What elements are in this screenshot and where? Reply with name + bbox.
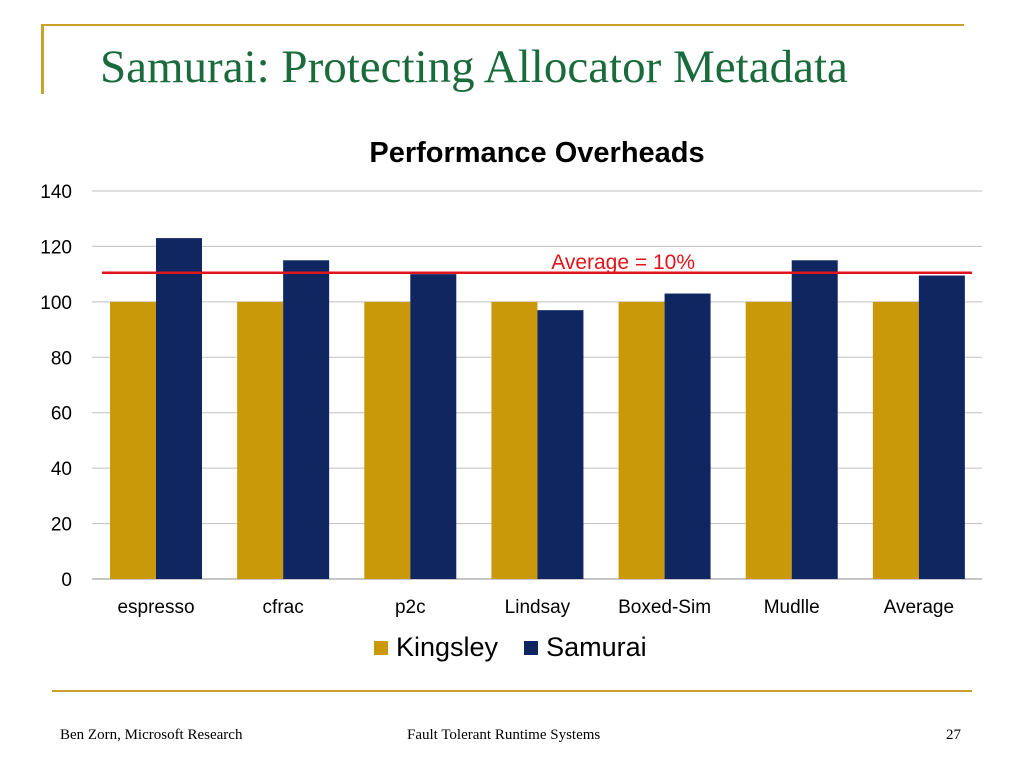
legend-label-kingsley: Kingsley [396, 632, 499, 662]
bar-samurai-boxed-sim [664, 293, 711, 579]
title-frame-vertical [41, 24, 44, 94]
y-tick-label: 0 [61, 570, 72, 591]
y-tick-label: 20 [51, 515, 72, 536]
footer-title: Fault Tolerant Runtime Systems [407, 727, 601, 743]
chart-legend: Kingsley Samurai [374, 632, 673, 663]
bar-samurai-espresso [156, 238, 202, 579]
bar-kingsley-cfrac [237, 301, 284, 579]
legend-item-samurai: Samurai [524, 632, 647, 663]
x-tick-label: Boxed-Sim [618, 597, 711, 618]
x-tick-label: Lindsay [505, 597, 571, 618]
x-tick-label: Average [884, 597, 954, 618]
page-number: 27 [946, 727, 961, 743]
slide-title: Samurai: Protecting Allocator Metadata [100, 41, 848, 93]
y-tick-label: 40 [51, 459, 72, 480]
bar-samurai-cfrac [283, 260, 330, 579]
x-tick-label: cfrac [263, 597, 304, 618]
average-line-label: Average = 10% [551, 251, 695, 274]
bar-kingsley-espresso [110, 301, 156, 579]
legend-label-samurai: Samurai [546, 632, 647, 662]
legend-swatch-kingsley [374, 640, 388, 655]
bar-samurai-mudlle [791, 260, 838, 579]
legend-item-kingsley: Kingsley [374, 632, 498, 663]
legend-swatch-samurai [524, 640, 539, 655]
bar-kingsley-lindsay [491, 301, 538, 579]
bar-kingsley-p2c [364, 301, 411, 579]
bar-kingsley-boxed-sim [618, 301, 665, 579]
chart-title: Performance Overheads [369, 137, 705, 169]
x-tick-label: Mudlle [764, 597, 820, 618]
bar-kingsley-average [872, 301, 919, 579]
bar-samurai-lindsay [537, 310, 584, 579]
bar-kingsley-mudlle [745, 301, 792, 579]
y-tick-label: 60 [51, 404, 72, 425]
title-frame-horizontal [41, 24, 964, 26]
y-tick-label: 80 [51, 348, 72, 369]
bar-samurai-average [918, 275, 965, 579]
y-tick-label: 120 [40, 237, 72, 258]
footer-author: Ben Zorn, Microsoft Research [60, 727, 243, 743]
x-tick-label: espresso [117, 597, 194, 618]
x-tick-label: p2c [395, 597, 426, 618]
y-tick-label: 140 [40, 182, 72, 203]
footer-divider [52, 690, 972, 692]
bar-samurai-p2c [410, 274, 457, 579]
y-tick-label: 100 [40, 293, 72, 314]
